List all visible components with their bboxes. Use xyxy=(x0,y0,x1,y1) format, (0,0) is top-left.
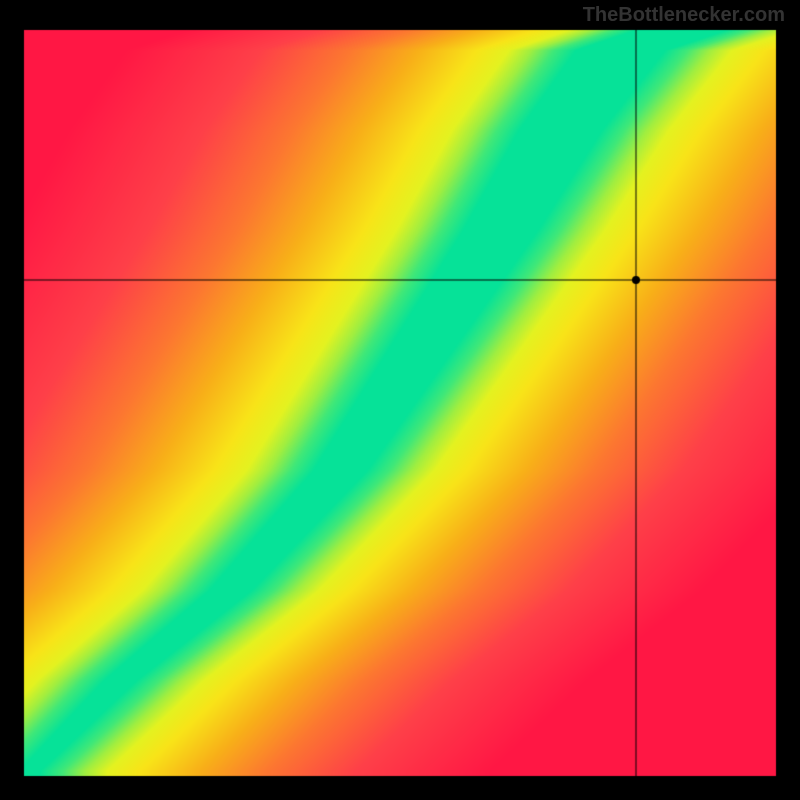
chart-container: TheBottlenecker.com xyxy=(0,0,800,800)
watermark-text: TheBottlenecker.com xyxy=(583,4,785,27)
heatmap-canvas xyxy=(0,0,800,800)
